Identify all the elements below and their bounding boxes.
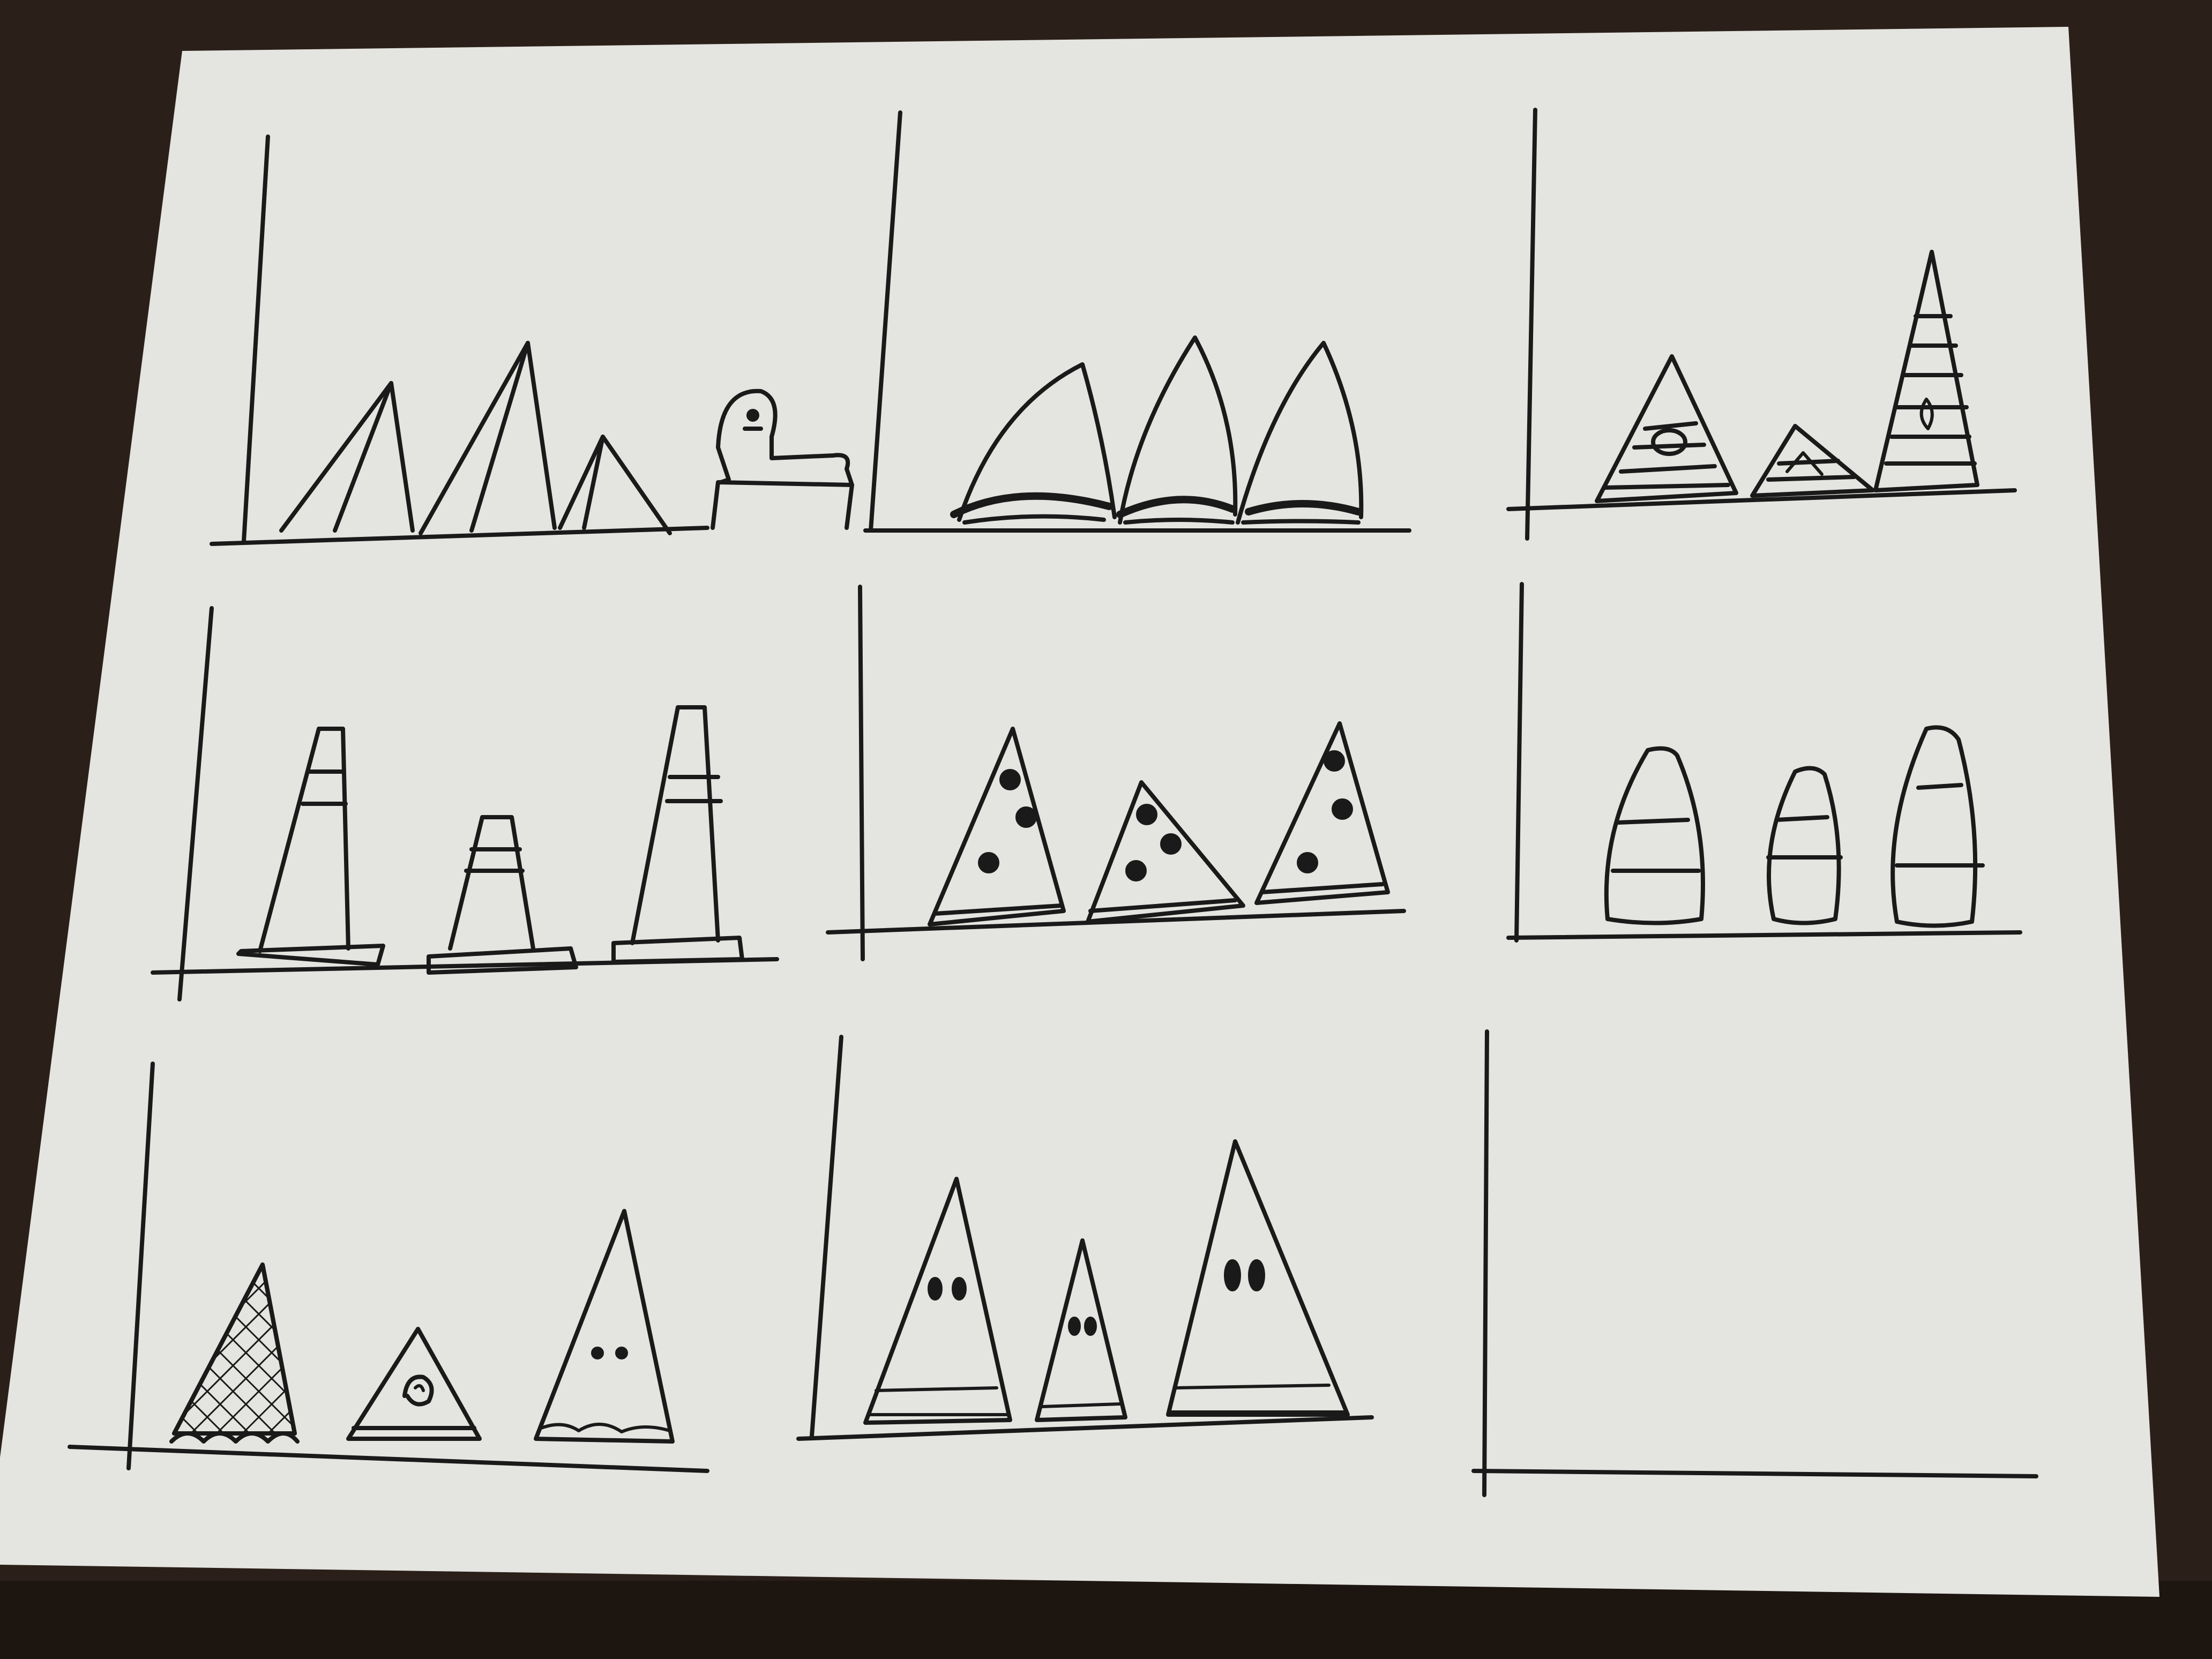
hooded-figure-icon	[1035, 1238, 1127, 1422]
y-axis	[242, 134, 270, 543]
x-axis	[1506, 930, 2022, 940]
y-axis	[1525, 108, 1537, 541]
y-axis	[858, 585, 865, 961]
pyramid-icon	[558, 435, 672, 535]
pizza-slice-icon	[1254, 721, 1390, 905]
x-axis	[1471, 1469, 2038, 1478]
tent-icon	[950, 362, 1117, 525]
panel-3-3	[1471, 1029, 2038, 1497]
panel-2-1	[151, 606, 779, 1002]
y-axis	[810, 1035, 843, 1438]
sphinx-icon	[711, 388, 854, 530]
hooded-figure-icon	[863, 1177, 1012, 1425]
panel-2-2	[826, 585, 1406, 961]
traffic-cone-icon	[611, 705, 744, 964]
tent-icon	[1236, 341, 1364, 525]
candy-corn-icon	[1604, 746, 1705, 925]
y-axis	[1514, 582, 1524, 943]
candy-corn-icon	[1766, 766, 1843, 925]
y-axis	[869, 110, 902, 533]
candy-corn-icon	[1890, 725, 1985, 928]
y-axis	[177, 606, 214, 1002]
panel-1-2	[863, 110, 1411, 533]
pizza-slice-icon	[1086, 780, 1245, 924]
hooded-figure-icon	[1166, 1139, 1350, 1417]
pyramid-icon	[419, 341, 557, 535]
striped-pyramid-icon	[1750, 424, 1875, 498]
x-axis	[68, 1445, 709, 1473]
x-axis	[796, 1415, 1374, 1441]
panel-1-3	[1506, 108, 2017, 541]
pie-slice-icon	[346, 1327, 482, 1441]
y-axis	[126, 1062, 155, 1470]
waffle-cone-icon	[169, 1262, 300, 1444]
x-axis	[826, 909, 1406, 935]
tent-icon	[1116, 335, 1238, 525]
striped-pyramid-icon	[1595, 354, 1738, 503]
panel-3-1	[68, 1062, 709, 1473]
pizza-slice-icon	[928, 727, 1066, 926]
panel-3-2	[796, 1035, 1374, 1441]
x-axis	[1506, 488, 2017, 511]
panel-2-3	[1506, 582, 2022, 943]
table-shadow-band	[0, 1581, 2212, 1659]
striped-pyramid-icon	[1873, 250, 1979, 492]
x-axis	[210, 526, 709, 546]
ghost-triangle-icon	[534, 1209, 675, 1444]
panel-1-1	[210, 134, 854, 546]
pyramid-icon	[279, 381, 415, 533]
y-axis	[1482, 1029, 1489, 1497]
ink-drawings	[68, 108, 2038, 1497]
traffic-cone-icon	[236, 727, 385, 967]
traffic-cone-icon	[427, 815, 578, 975]
